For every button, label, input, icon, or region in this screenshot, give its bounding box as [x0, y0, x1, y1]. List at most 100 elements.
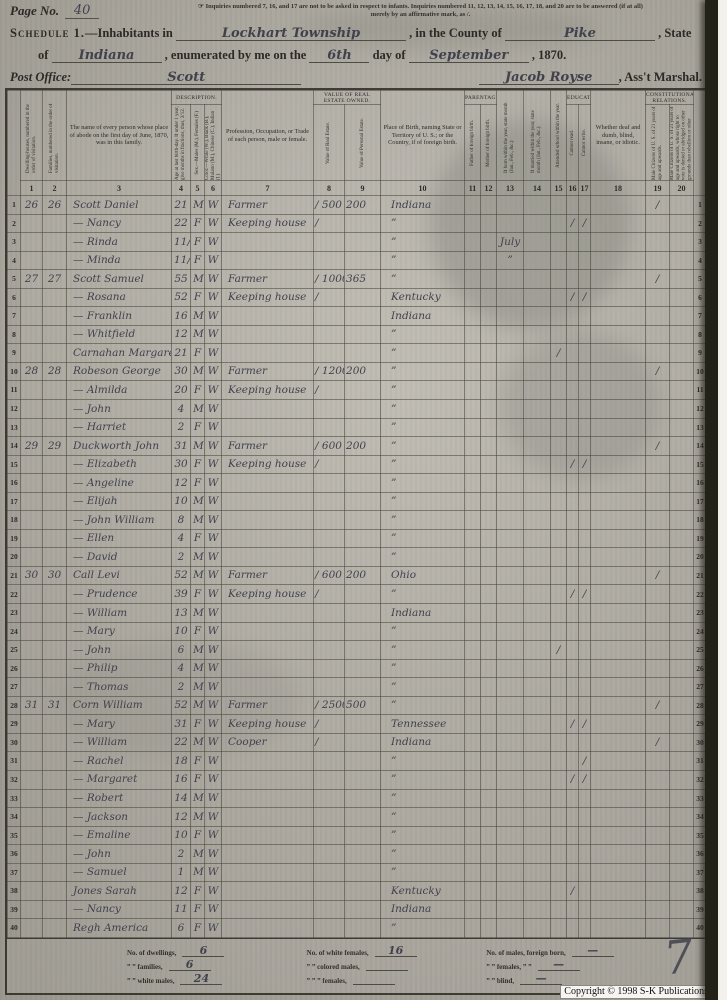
occupation — [221, 510, 315, 530]
person-name: — Rinda — [66, 232, 172, 252]
line-number: 11 — [7, 380, 21, 401]
attended-school — [550, 269, 568, 289]
sex: F — [190, 454, 205, 475]
person-name: — Samuel — [66, 862, 172, 883]
line-number: 21 — [7, 565, 21, 586]
dwelling-number: 28 — [20, 361, 43, 382]
male-citizen-mark — [645, 769, 671, 790]
father-foreign-birth — [464, 695, 482, 716]
attended-school — [550, 195, 568, 215]
disability — [590, 250, 647, 271]
dwelling-number — [20, 343, 43, 363]
sex: F — [190, 250, 205, 271]
table-row: 21 30 30 Call Levi 52 M W Farmer/ 600 200 Ohio/21 — [7, 565, 708, 586]
age: 11/12 — [171, 250, 191, 271]
mother-foreign-birth — [480, 250, 498, 271]
cannot-read — [566, 473, 580, 493]
cannot-read — [566, 380, 580, 401]
male-citizen-mark — [645, 473, 671, 493]
mother-foreign-birth — [480, 232, 498, 252]
occupation: Farmer — [221, 436, 315, 456]
disability — [590, 510, 647, 530]
family-number — [42, 788, 67, 809]
occupation: Keeping house — [221, 714, 315, 734]
mother-foreign-birth — [480, 788, 498, 809]
dwelling-number — [20, 399, 43, 419]
age: 10 — [171, 491, 191, 512]
sex: M — [190, 565, 205, 586]
cannot-write — [578, 695, 592, 716]
cannot-write — [578, 788, 592, 809]
father-foreign-birth — [464, 436, 482, 456]
family-number — [42, 287, 67, 308]
sex: F — [190, 528, 205, 549]
marshal-signature: Jacob Royse — [478, 71, 619, 86]
cannot-write — [578, 881, 592, 901]
age: 2 — [171, 417, 191, 438]
color: W — [203, 899, 223, 920]
real-estate-value — [313, 640, 346, 660]
attended-school — [550, 603, 568, 623]
attended-school — [550, 213, 568, 234]
cannot-write — [578, 417, 592, 438]
line-number: 35 — [7, 825, 21, 846]
real-estate-value: / 500 — [313, 195, 346, 215]
disability — [590, 899, 647, 920]
line-number: 7 — [7, 306, 21, 326]
line-number: 9 — [7, 343, 21, 363]
column-number-11: 11 — [464, 180, 482, 196]
vote-denied-mark — [669, 862, 695, 883]
tally-column: ” ” colored males, — [307, 963, 487, 971]
occupation — [221, 788, 315, 809]
of-text: of — [38, 48, 49, 63]
person-name: Call Levi — [66, 565, 172, 586]
marriage-month — [523, 195, 552, 215]
sex: F — [190, 213, 205, 234]
family-number — [42, 584, 67, 605]
disability — [590, 547, 647, 567]
family-number — [42, 844, 67, 864]
age: 52 — [171, 695, 191, 716]
real-estate-value — [313, 862, 346, 883]
age: 31 — [171, 714, 191, 734]
cannot-read — [566, 436, 580, 456]
cannot-write — [578, 547, 592, 567]
family-number — [42, 547, 67, 567]
person-name: Scott Samuel — [66, 269, 172, 289]
line-number: 23 — [7, 603, 21, 623]
day-value: 6th — [309, 49, 370, 64]
person-name: Jones Sarah — [66, 881, 172, 901]
birthplace: ” — [380, 473, 466, 493]
real-estate-value — [313, 547, 346, 567]
tally-label: ” ” white males, — [127, 976, 175, 985]
disability — [590, 603, 647, 623]
scan-edge-margin — [718, 0, 727, 1000]
disability — [590, 491, 647, 512]
column-number-17: 17 — [578, 180, 592, 196]
cannot-read — [566, 751, 580, 771]
cannot-write — [578, 232, 592, 252]
birth-month — [496, 380, 525, 401]
real-estate-value — [313, 491, 346, 512]
real-estate-value — [313, 528, 346, 549]
person-name: — Thomas — [66, 677, 172, 697]
color: W — [203, 603, 223, 623]
age: 12 — [171, 807, 191, 827]
column-number-1: 1 — [20, 180, 43, 196]
color: W — [203, 195, 223, 215]
personal-estate-value — [344, 844, 382, 864]
vote-denied-mark — [669, 695, 695, 716]
vote-denied-mark — [669, 807, 695, 827]
line-number: 18 — [7, 510, 21, 530]
dwelling-number — [20, 788, 43, 809]
person-name: Carnahan Margaret — [66, 343, 172, 363]
disability — [590, 213, 647, 234]
father-foreign-birth — [464, 287, 482, 308]
column-header-5: Sex.—Males (M.), Females (F.) — [190, 104, 205, 181]
cannot-read — [566, 250, 580, 271]
personal-estate-value — [344, 788, 382, 809]
family-number — [42, 380, 67, 401]
marriage-month — [523, 380, 552, 401]
person-name: — John — [66, 844, 172, 864]
